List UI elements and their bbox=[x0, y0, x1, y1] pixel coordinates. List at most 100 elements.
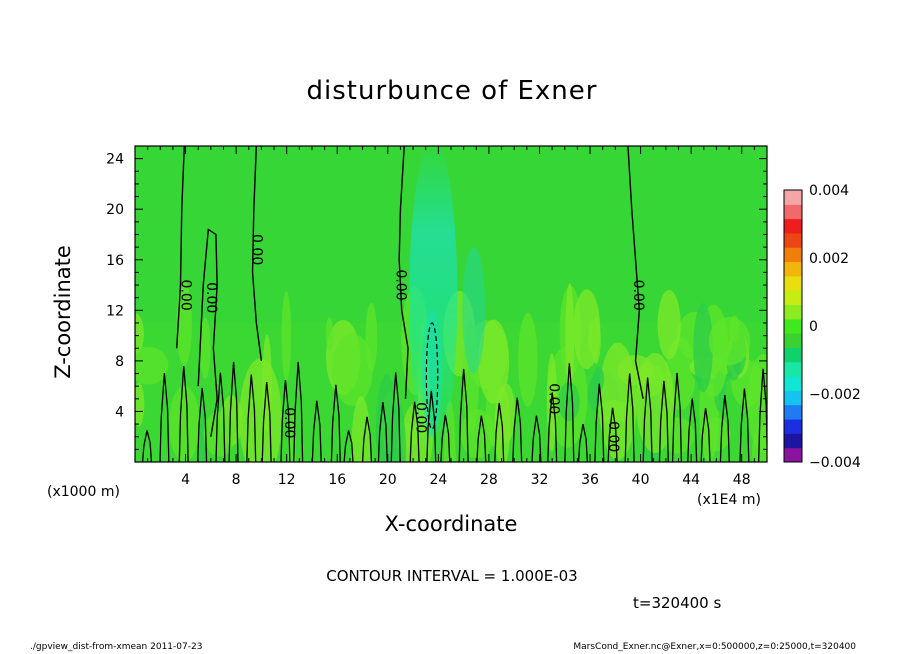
colorbar-swatch bbox=[784, 218, 802, 234]
x-tick-label: 28 bbox=[480, 472, 498, 488]
y-tick-label: 20 bbox=[106, 202, 124, 218]
x-tick-label: 36 bbox=[581, 472, 599, 488]
contour-interval: CONTOUR INTERVAL = 1.000E-03 bbox=[326, 567, 578, 585]
zero-contour-line bbox=[280, 379, 291, 462]
field-patch bbox=[573, 289, 601, 370]
zero-contour-line bbox=[476, 415, 487, 462]
field-patch bbox=[351, 396, 371, 462]
field-patch bbox=[657, 289, 681, 360]
field-patch bbox=[518, 313, 538, 407]
zero-contour-line bbox=[594, 383, 605, 462]
field-patch bbox=[135, 346, 169, 385]
field-patch bbox=[478, 319, 510, 404]
x-tick-label: 24 bbox=[429, 472, 447, 488]
x-scale-label: (x1E4 m) bbox=[697, 492, 761, 508]
colorbar-swatch bbox=[784, 447, 802, 463]
contour-label: 0.00 bbox=[605, 421, 621, 452]
zero-contour-line bbox=[215, 372, 226, 462]
zero-contour-line bbox=[577, 423, 589, 462]
zero-contour-line bbox=[671, 372, 683, 462]
zero-contour-line bbox=[377, 401, 388, 462]
negative-anomaly-core bbox=[421, 310, 443, 437]
x-axis: 4 8 12 16 20 24 28 32 36 40 44 48 bbox=[147, 146, 755, 488]
colorbar: 0.004 0.002 0 −0.002 −0.004 bbox=[783, 183, 861, 471]
zero-contour-line bbox=[719, 394, 730, 462]
field-patch bbox=[200, 317, 211, 379]
colorbar-tick-label: 0.002 bbox=[809, 251, 849, 267]
field-patch bbox=[708, 316, 751, 366]
zero-contour-line bbox=[159, 373, 170, 462]
colorbar-frame bbox=[783, 189, 803, 463]
field-patch bbox=[239, 358, 282, 462]
negative-anomaly-plume bbox=[409, 146, 458, 456]
zero-contour-line bbox=[178, 365, 189, 462]
zero-contour-line bbox=[176, 146, 185, 349]
colorbar-swatch bbox=[784, 290, 802, 306]
contour-label: 0.00 bbox=[545, 383, 561, 414]
y-axis: 4 8 12 16 20 24 bbox=[106, 152, 767, 450]
colorbar-swatch bbox=[784, 404, 802, 420]
zero-contour-line bbox=[624, 373, 635, 462]
plot-area bbox=[135, 146, 767, 462]
colorbar-swatch bbox=[784, 232, 802, 248]
field-patch bbox=[135, 382, 145, 427]
zero-contour-line bbox=[627, 146, 644, 399]
y-tick-label: 8 bbox=[115, 354, 124, 370]
x-tick-label: 44 bbox=[682, 472, 700, 488]
zero-contour-line bbox=[197, 387, 208, 462]
zero-contour-line bbox=[440, 414, 451, 462]
zero-contour-line bbox=[330, 384, 341, 462]
colorbar-tick-label: 0.004 bbox=[809, 183, 849, 199]
colorbar-swatch bbox=[784, 390, 802, 406]
x-tick-label: 20 bbox=[379, 472, 397, 488]
colorbar-swatch bbox=[784, 433, 802, 449]
zero-contour-line bbox=[700, 407, 711, 462]
y-tick-label: 24 bbox=[106, 152, 124, 168]
contour-labels: 0.00 0.00 0.00 0.00 0.00 0.00 0.00 0.00 0.00 bbox=[178, 234, 647, 452]
zero-contour-line bbox=[141, 430, 153, 462]
colorbar-tick-label: −0.004 bbox=[809, 455, 861, 471]
field-patch bbox=[281, 291, 292, 382]
colorbar-swatch bbox=[784, 247, 802, 263]
field-patch bbox=[558, 382, 580, 422]
field-patches bbox=[135, 146, 767, 462]
zero-contour-line bbox=[343, 430, 354, 462]
zero-contour-line bbox=[261, 382, 272, 462]
zero-contour-line bbox=[228, 361, 239, 462]
x-tick-label: 48 bbox=[733, 472, 751, 488]
colorbar-swatch bbox=[784, 376, 802, 391]
contour-label: 0.00 bbox=[248, 234, 264, 265]
zero-contour-line bbox=[251, 146, 263, 361]
colorbar-tick-label: −0.002 bbox=[809, 387, 861, 403]
zero-contour-line bbox=[494, 402, 505, 462]
colorbar-swatch bbox=[784, 204, 802, 220]
zero-contour-line bbox=[246, 374, 257, 462]
zero-contour-line bbox=[512, 397, 523, 462]
zero-contour-line bbox=[547, 392, 558, 462]
colorbar-swatch bbox=[784, 361, 802, 377]
x-tick-label: 4 bbox=[181, 472, 190, 488]
field-patch bbox=[176, 281, 192, 366]
colorbar-swatch bbox=[784, 333, 802, 348]
zero-contour-line bbox=[426, 390, 437, 462]
field-patch bbox=[169, 385, 200, 462]
zero-contour-line bbox=[197, 228, 218, 437]
x-tick-label: 40 bbox=[632, 472, 650, 488]
colorbar-swatch bbox=[784, 347, 802, 363]
colorbar-tick-label: 0 bbox=[809, 319, 818, 335]
zero-contour-line bbox=[687, 398, 698, 462]
negative-contour-line bbox=[425, 322, 439, 430]
field-patch bbox=[203, 411, 236, 457]
field-patch bbox=[700, 417, 731, 452]
field-patch bbox=[693, 303, 713, 393]
zero-contour-line bbox=[607, 407, 618, 462]
x-axis-label: X-coordinate bbox=[384, 512, 518, 536]
contour-label: 0.00 bbox=[281, 407, 297, 438]
negative-anomaly-side bbox=[462, 247, 486, 374]
colorbar-swatch bbox=[784, 275, 802, 291]
zero-contour-line bbox=[409, 401, 420, 462]
y-axis-label: Z-coordinate bbox=[51, 245, 75, 379]
zero-contour-line bbox=[658, 380, 669, 462]
y-tick-label: 12 bbox=[106, 303, 124, 319]
field-patch bbox=[365, 302, 378, 373]
